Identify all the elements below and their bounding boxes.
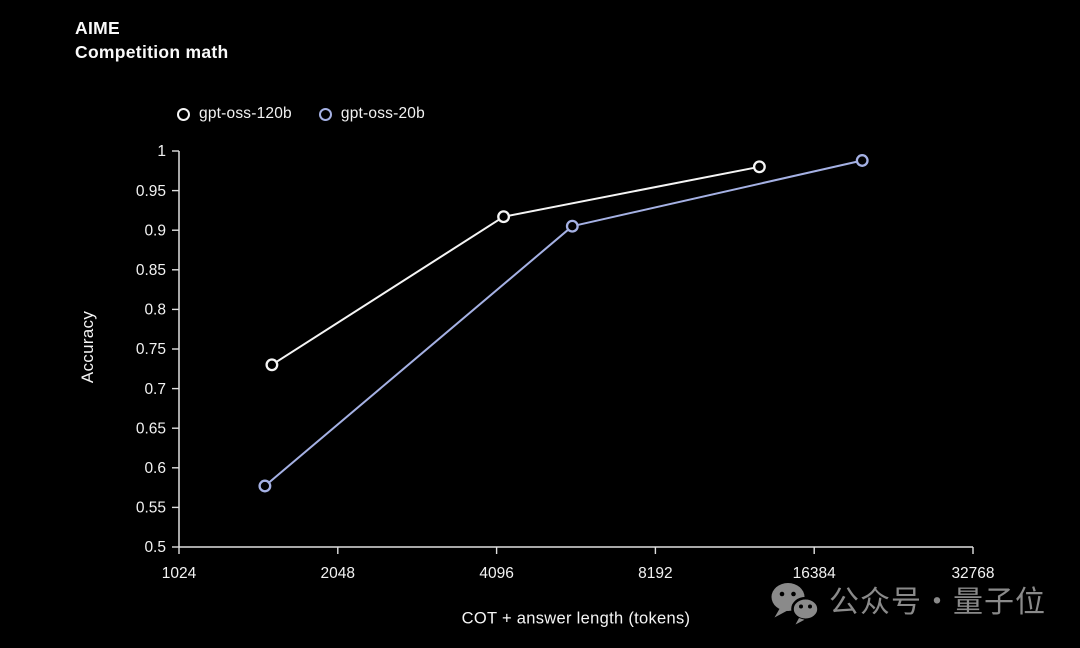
y-tick-label: 0.65: [136, 420, 166, 437]
x-tick-label: 16384: [793, 565, 836, 582]
y-tick-label: 0.5: [144, 539, 166, 556]
legend-item-gpt-oss-20b[interactable]: gpt-oss-20b: [318, 103, 425, 125]
data-point-gpt-oss-20b[interactable]: [565, 219, 579, 233]
y-tick-label: 1: [157, 143, 166, 160]
y-tick-label: 0.8: [144, 302, 166, 319]
legend: gpt-oss-120b gpt-oss-20b: [177, 103, 425, 125]
series-line-gpt-oss-120b: [270, 165, 761, 366]
legend-label: gpt-oss-20b: [340, 105, 425, 122]
y-tick-label: 0.75: [136, 341, 166, 358]
legend-marker-icon: [177, 107, 190, 121]
y-tick-label: 0.85: [136, 262, 166, 279]
data-point-gpt-oss-120b[interactable]: [752, 160, 766, 174]
x-tick-label: 2048: [321, 565, 355, 582]
y-tick-label: 0.7: [144, 381, 166, 398]
y-tick-label: 0.6: [144, 460, 166, 477]
watermark: 公众号・量子位: [770, 581, 1046, 625]
x-axis-title: COT + answer length (tokens): [461, 609, 691, 628]
x-tick-label: 4096: [479, 565, 513, 582]
watermark-text: 公众号・量子位: [829, 586, 1046, 619]
y-tick-label: 0.95: [136, 183, 166, 200]
series-line-gpt-oss-20b: [263, 159, 864, 487]
legend-label: gpt-oss-120b: [199, 105, 292, 122]
legend-item-gpt-oss-120b[interactable]: gpt-oss-120b: [177, 103, 292, 125]
y-tick-label: 0.9: [144, 222, 166, 239]
data-point-gpt-oss-20b[interactable]: [258, 479, 272, 493]
legend-marker-icon: [318, 107, 332, 121]
x-tick-label: 1024: [162, 565, 197, 582]
x-tick-label: 32768: [951, 565, 994, 582]
y-axis-title: Accuracy: [78, 310, 97, 384]
data-point-gpt-oss-120b[interactable]: [265, 358, 279, 372]
wechat-icon: [771, 583, 820, 625]
chart-title: AIME Competition math: [75, 16, 229, 64]
y-tick-label: 0.55: [136, 500, 166, 517]
x-tick-label: 8192: [638, 565, 672, 582]
data-point-gpt-oss-120b[interactable]: [497, 210, 511, 224]
chart-title-line1: AIME: [75, 18, 120, 38]
chart-title-line2: Competition math: [75, 42, 229, 62]
data-point-gpt-oss-20b[interactable]: [855, 154, 869, 167]
